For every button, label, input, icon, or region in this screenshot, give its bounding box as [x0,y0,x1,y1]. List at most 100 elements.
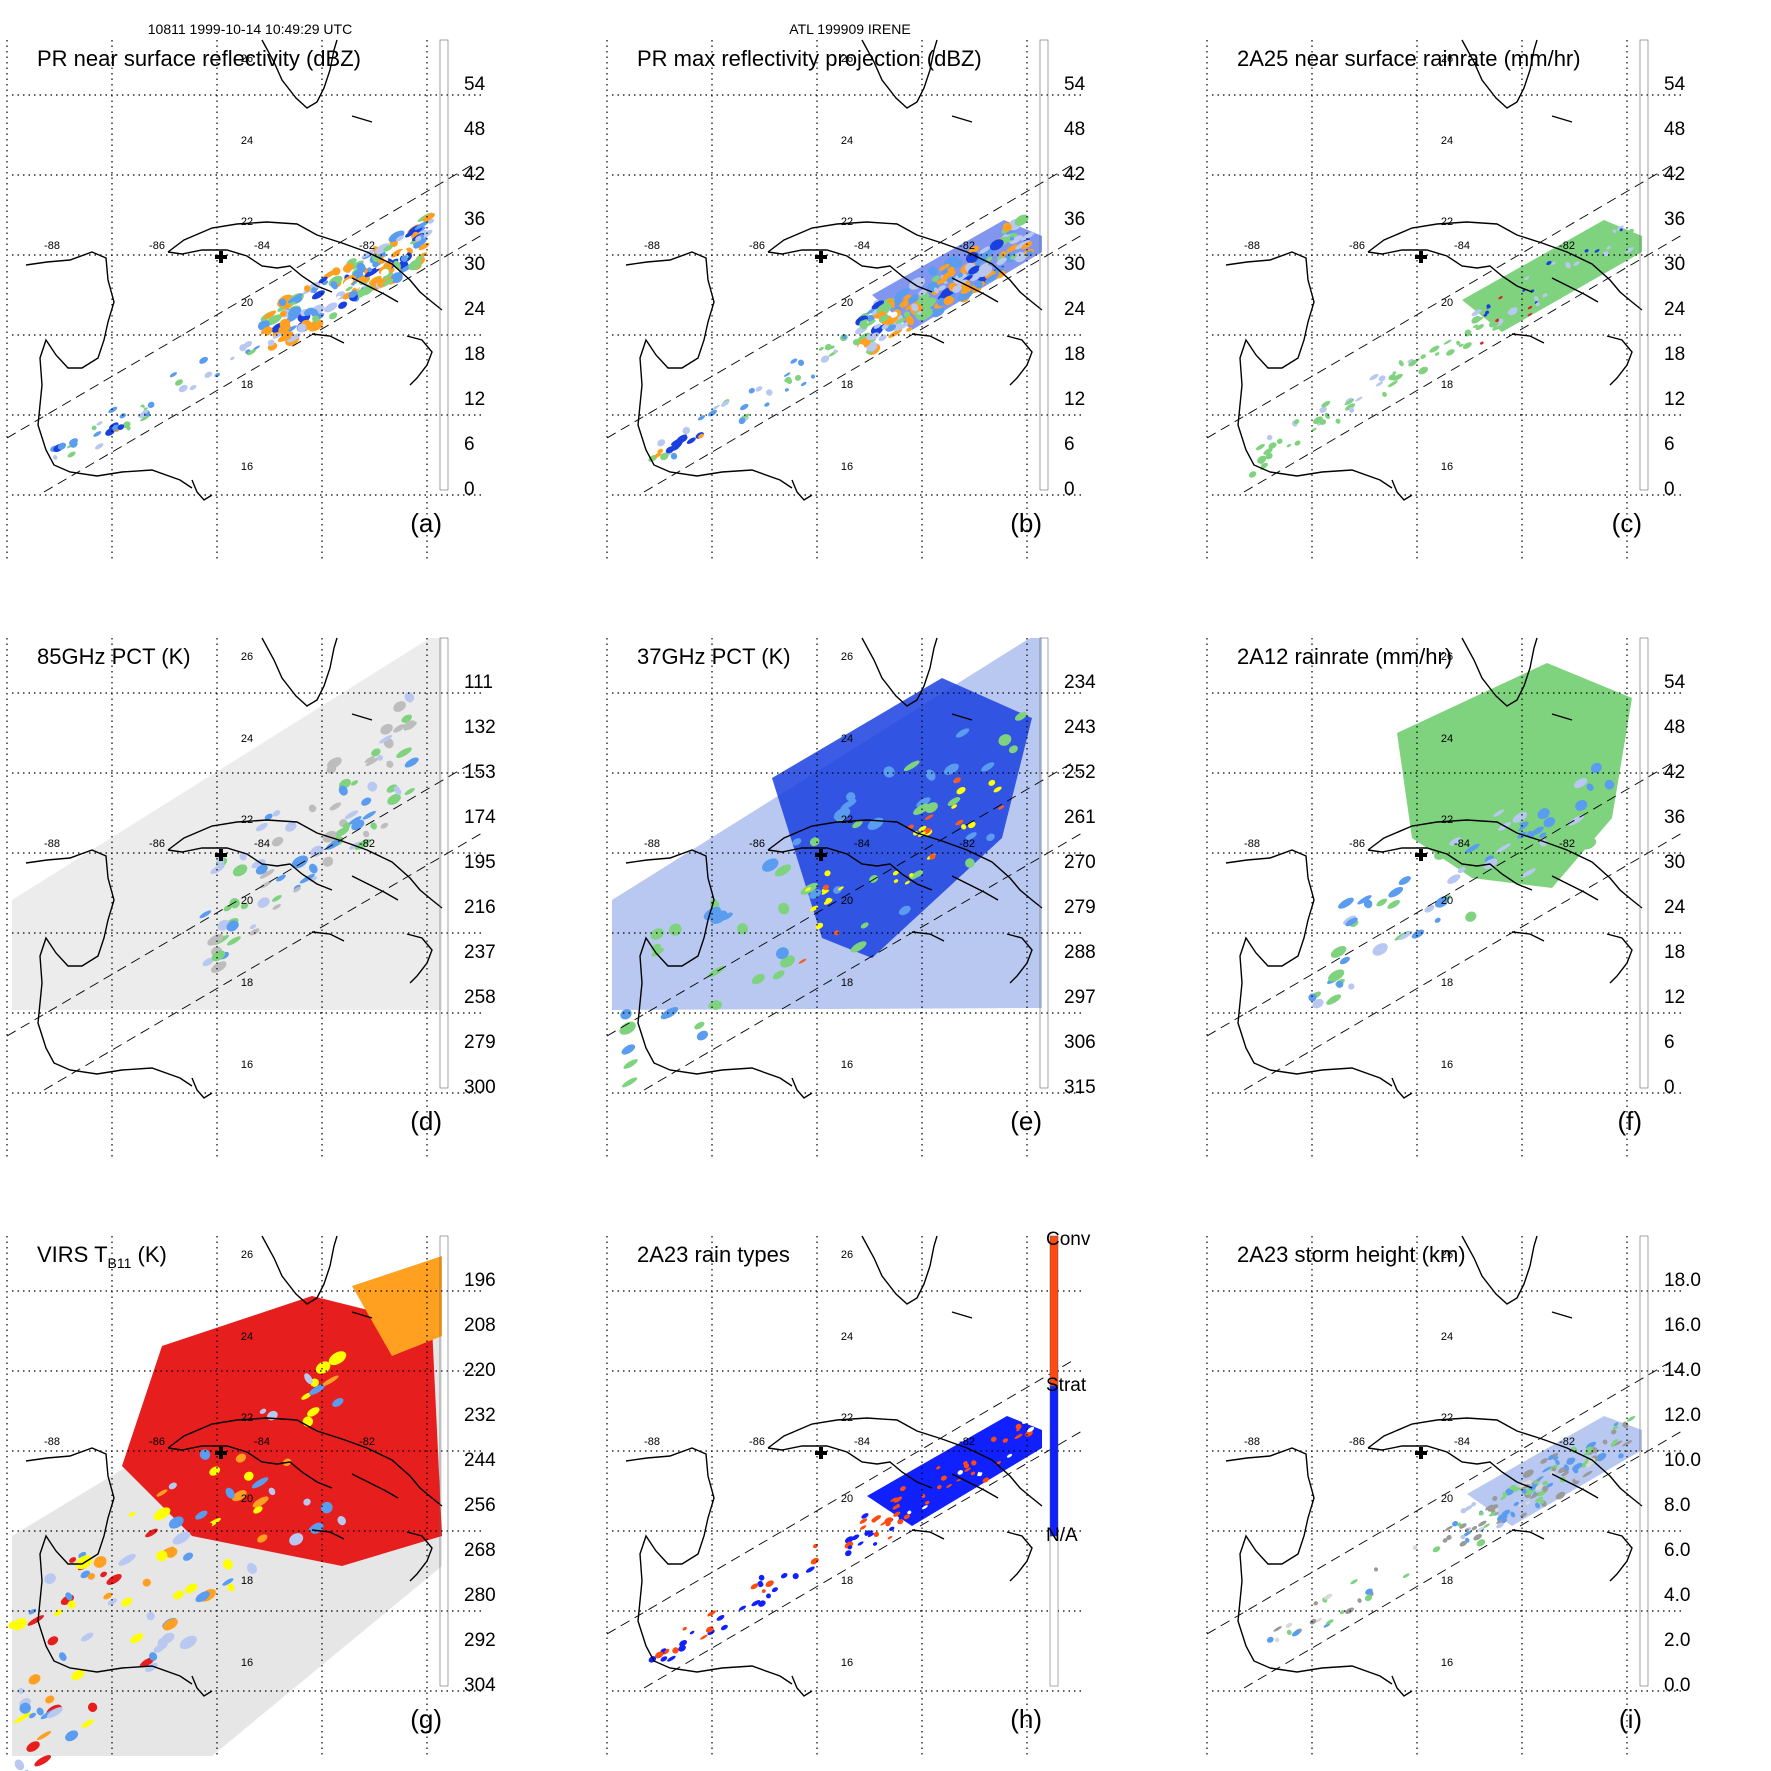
rain12-cell [1457,866,1466,874]
height-cell [1432,1546,1441,1553]
height-cell [1478,1511,1484,1516]
echo-cell [738,417,746,425]
pct37-cell [909,873,914,878]
echo-cell [143,409,148,414]
rain-cell [1310,427,1317,432]
height-cell [1542,1485,1549,1492]
lat-tick-label: 22 [841,216,853,228]
height-cell [1373,1567,1379,1572]
pct85-cell [271,895,282,902]
height-cell [1471,1501,1477,1507]
height-cell [1585,1462,1592,1468]
pct37-cell [762,858,779,872]
echo-cell [263,310,277,320]
pct85-cell [259,881,272,889]
rain-type-cell [913,1504,920,1511]
height-cell [1582,1470,1593,1478]
echo-cell [358,268,364,275]
pct37-cell [898,905,911,916]
rain-type-cell [964,1467,971,1472]
pct85-cell [367,781,378,792]
coastline-segment [625,849,793,1087]
colorbar-tick-label: 258 [464,987,496,1008]
rain12-cell [1568,815,1584,826]
rain12-cell [1330,945,1347,958]
height-cell [1501,1509,1511,1517]
pct85-cell [365,757,380,767]
panel-a-colorbar: 0 6 12 18 24 30 36 42 48 54 [439,39,486,500]
rain12-cell [1387,899,1400,909]
lon-tick-label: -88 [644,838,660,850]
height-cell [1618,1453,1624,1459]
echo-cell [1014,214,1029,226]
rain-type-cell [957,1470,964,1475]
virs-cell [251,1477,269,1489]
coastline-segment [1225,251,1393,489]
echo-cell [952,285,962,294]
rain-cell [1594,249,1600,253]
virs-cell [81,1632,94,1642]
lon-tick-label: -88 [44,240,60,252]
height-cell [1535,1484,1543,1491]
coastline-segment [1511,333,1545,344]
rain-type-cell [876,1521,881,1526]
height-cell [1519,1482,1530,1491]
height-cell [1536,1475,1544,1481]
lon-tick-label: -84 [254,838,270,850]
rain-type-cell [660,1656,668,1662]
height-cell [1612,1439,1619,1444]
swath-edge-lower [643,832,1083,1091]
echo-cell [968,265,980,275]
pct85-cell [293,886,301,893]
colorbar-tick-label: 297 [1064,987,1096,1008]
pct85-cell [249,928,260,936]
echo-cell [989,239,1004,251]
pct37-cell [892,870,899,876]
pct37-cell [943,763,959,775]
virs-cell [128,1511,136,1517]
colorbar-tick-label: 42 [1664,762,1685,783]
colorbar-frame [439,637,449,1089]
echo-cell [909,277,925,290]
height-cell [1274,1637,1280,1643]
colorbar-tick-label: 30 [464,254,485,275]
pct85-cell [404,788,415,795]
colorbar-tick-label: 24 [1664,299,1686,320]
height-cell [1522,1469,1534,1478]
height-cell [1610,1442,1615,1448]
rain-type-cell [893,1531,900,1537]
colorbar-tick-label: 208 [464,1315,496,1336]
pct37-cell [621,1044,636,1055]
lon-tick-label: -88 [644,1436,660,1448]
pct85-cell [211,950,226,962]
virs-cell [65,1730,79,1742]
echo-cell [380,268,389,277]
rain12-cell [1338,897,1354,909]
coastline-segment [1551,277,1599,303]
coastline-segment [1606,1531,1633,1582]
colorbar-tick-label: 30 [1664,254,1685,275]
rain-cell [1388,374,1396,381]
rain-cell [1471,309,1482,317]
echo-cell [391,272,403,284]
colorbar-frame [439,1235,449,1687]
rain-type-cell [907,1510,912,1515]
pct85-cell [348,816,362,825]
panel-i-label: (i) [1619,1704,1642,1734]
echo-cell [277,306,285,312]
echo-cell [791,374,796,378]
echo-cell [178,384,188,393]
coastline-segment [351,277,399,303]
rain12-cell [1539,832,1547,838]
colorbar-tick-label: 252 [1064,762,1096,783]
rain-type-cell [922,1505,928,1510]
coastline-segment [311,1529,345,1540]
echo-cell [946,275,956,283]
height-cell [1442,1538,1448,1543]
rain12-cell [1537,808,1550,820]
pct37-cell [834,930,840,936]
echo-cell [96,421,103,426]
echo-cell [818,346,824,351]
pct85-cell [308,804,317,813]
height-cell [1535,1496,1544,1503]
